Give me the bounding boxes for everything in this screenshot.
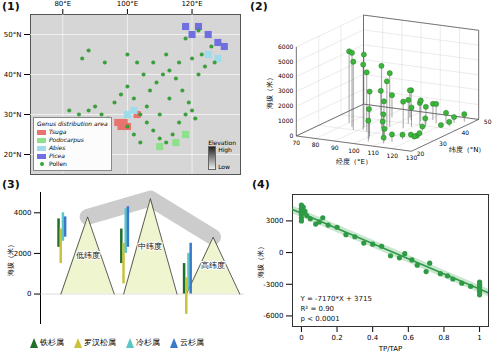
svg-text:0.8: 0.8 [438, 334, 449, 342]
svg-text:高纬度: 高纬度 [201, 261, 225, 270]
svg-text:30: 30 [439, 140, 447, 147]
svg-text:100°E: 100°E [117, 0, 138, 8]
html-text:罗汉松属: 罗汉松属 [84, 338, 116, 347]
svg-text:海拔（米）: 海拔（米） [257, 243, 265, 278]
svg-text:20°N: 20°N [4, 151, 22, 159]
svg-text:纬度（°N）: 纬度（°N） [449, 146, 486, 154]
svg-text:3000: 3000 [266, 217, 284, 225]
svg-text:低纬度: 低纬度 [76, 251, 100, 260]
svg-text:中纬度: 中纬度 [138, 242, 162, 251]
html-text:(3): (3) [2, 178, 20, 191]
svg-text:3000: 3000 [278, 87, 293, 94]
html-text:Low: Low [218, 163, 230, 170]
svg-text:R² = 0.90: R² = 0.90 [301, 305, 335, 313]
svg-text:-6000: -6000 [263, 312, 283, 320]
html-text:(1): (1) [2, 0, 20, 13]
svg-text:0: 0 [290, 132, 294, 139]
svg-text:110: 110 [367, 149, 379, 156]
svg-text:130: 130 [406, 154, 418, 161]
html-text:Tsuga: Tsuga [49, 128, 67, 135]
svg-text:4000: 4000 [278, 72, 293, 79]
svg-text:1000: 1000 [278, 117, 293, 124]
html-text:(2): (2) [250, 0, 268, 13]
svg-text:-3000: -3000 [263, 281, 283, 289]
svg-text:100: 100 [348, 147, 360, 154]
html-text:Abies: Abies [49, 144, 66, 151]
svg-text:海拔（米）: 海拔（米） [7, 241, 15, 276]
svg-text:2000: 2000 [14, 250, 32, 258]
svg-text:120°E: 120°E [181, 0, 202, 8]
html-text:Genus distribution area: Genus distribution area [37, 120, 108, 127]
html-text:冷杉属: 冷杉属 [136, 338, 160, 347]
svg-text:80: 80 [312, 141, 320, 148]
svg-text:20: 20 [417, 150, 425, 157]
svg-text:50°N: 50°N [4, 31, 22, 39]
svg-text:TP/TAP: TP/TAP [378, 345, 403, 353]
html-text:(4): (4) [252, 178, 270, 191]
svg-text:1: 1 [477, 334, 481, 342]
svg-text:40: 40 [461, 129, 469, 136]
svg-text:海拔（米）: 海拔（米） [266, 74, 274, 109]
html-text:云杉属: 云杉属 [180, 338, 204, 347]
html-text:Podocarpus: Podocarpus [49, 136, 84, 143]
html-text:Pollen: Pollen [49, 160, 67, 167]
svg-text:90: 90 [331, 144, 339, 151]
svg-text:5000: 5000 [278, 58, 293, 65]
svg-text:0: 0 [299, 334, 303, 342]
html-text:High: High [218, 146, 232, 153]
svg-text:40°N: 40°N [4, 71, 22, 79]
svg-text:2000: 2000 [278, 102, 293, 109]
svg-text:6000: 6000 [278, 43, 293, 50]
html-text:Picea: Picea [49, 152, 65, 159]
svg-text:120: 120 [387, 152, 399, 159]
svg-text:4000: 4000 [14, 209, 32, 217]
svg-text:经度（°E）: 经度（°E） [336, 158, 372, 166]
svg-text:80°E: 80°E [54, 0, 71, 8]
svg-text:p < 0.0001: p < 0.0001 [301, 315, 340, 323]
svg-text:0.4: 0.4 [367, 334, 379, 342]
svg-text:0: 0 [279, 249, 283, 257]
svg-text:0: 0 [27, 290, 31, 298]
svg-text:50: 50 [484, 118, 492, 125]
svg-text:30°N: 30°N [4, 111, 22, 119]
svg-text:Y = -7170*X + 3715: Y = -7170*X + 3715 [300, 295, 372, 303]
svg-text:70: 70 [293, 139, 301, 146]
svg-text:0.2: 0.2 [331, 334, 342, 342]
svg-text:0.6: 0.6 [403, 334, 415, 342]
html-text:铁杉属: 铁杉属 [40, 338, 64, 347]
html-text:Elevation: Elevation [208, 139, 236, 146]
